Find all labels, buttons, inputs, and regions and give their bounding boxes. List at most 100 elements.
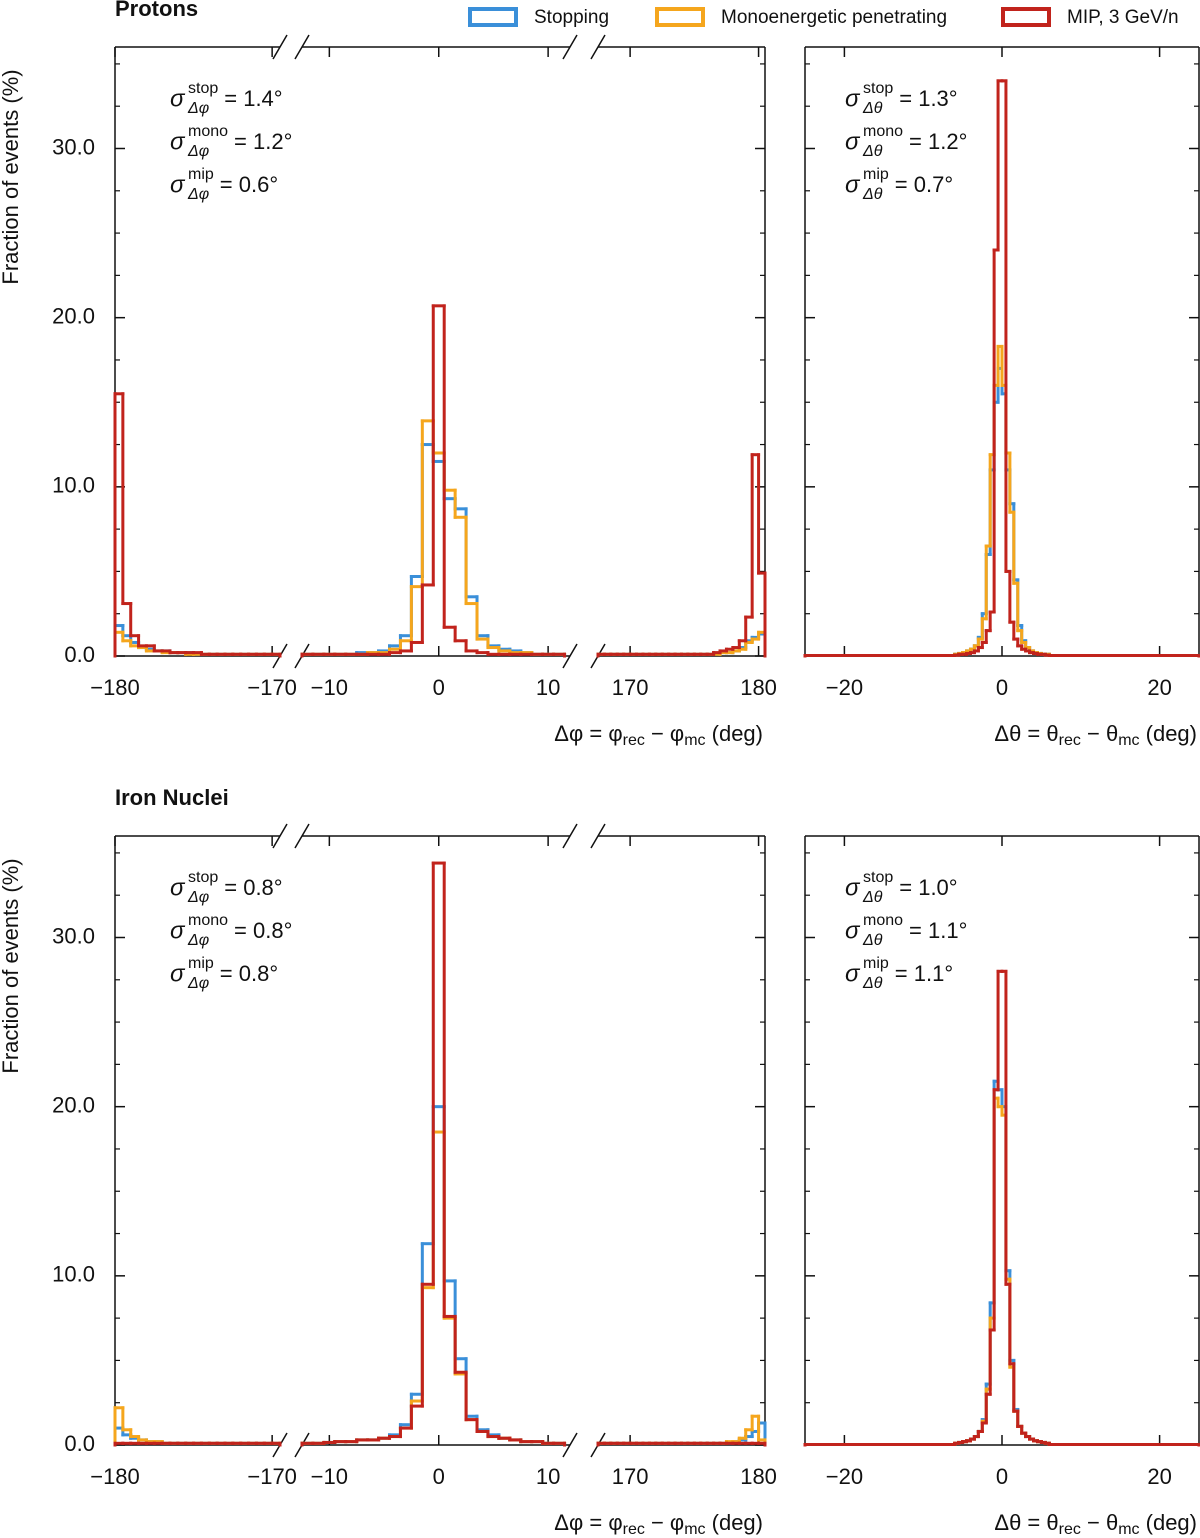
annotation-sub: Δφ xyxy=(187,932,209,949)
annotation-sup: mip xyxy=(188,166,214,183)
x-axis-label: Δθ = θrec − θmc (deg) xyxy=(994,1510,1197,1538)
x-tick-label: −180 xyxy=(90,675,140,700)
x-tick-label: −20 xyxy=(826,1464,863,1489)
annotation-sup: mip xyxy=(863,955,889,972)
annotation-value: = 1.1° xyxy=(909,918,967,943)
annotation-symbol: σ xyxy=(845,874,861,901)
y-tick-label: 0.0 xyxy=(64,1431,95,1456)
annotation-sup: stop xyxy=(863,80,893,97)
panel-title: Protons xyxy=(115,0,198,21)
annotation-value: = 1.0° xyxy=(899,875,957,900)
x-axis-label-part: (deg) xyxy=(1140,1510,1197,1535)
annotation-symbol: σ xyxy=(170,128,186,155)
legend-label: MIP, 3 GeV/n xyxy=(1067,7,1179,28)
x-tick-label: 0 xyxy=(996,675,1008,700)
axis-break xyxy=(562,1432,578,1458)
axis-break xyxy=(294,34,310,60)
annotation-symbol: σ xyxy=(170,85,186,112)
annotation-sub: Δφ xyxy=(187,143,209,160)
axis-break xyxy=(590,34,606,60)
annotation-sup: stop xyxy=(863,869,893,886)
x-tick-label: 10 xyxy=(536,1464,560,1489)
axis-break xyxy=(562,34,578,60)
annotation-value: = 1.2° xyxy=(234,129,292,154)
annotation-value: = 1.2° xyxy=(909,129,967,154)
x-tick-label: 20 xyxy=(1147,1464,1171,1489)
axis-break xyxy=(272,823,288,849)
annotation-sup: stop xyxy=(188,80,218,97)
x-axis-label-part: rec xyxy=(1059,732,1081,749)
y-tick-label: 30.0 xyxy=(52,134,95,159)
y-axis-label: Fraction of events (%) xyxy=(0,858,23,1073)
legend-swatch xyxy=(468,7,518,27)
annotation-sub: Δθ xyxy=(862,100,883,117)
x-axis-label: Δφ = φrec − φmc (deg) xyxy=(554,1510,763,1538)
x-tick-label: −10 xyxy=(311,675,348,700)
annotation-sub: Δφ xyxy=(187,100,209,117)
x-tick-label: 0 xyxy=(433,1464,445,1489)
annotation-sup: mono xyxy=(863,123,903,140)
annotation-sub: Δθ xyxy=(862,186,883,203)
x-axis-label-part: (deg) xyxy=(1140,721,1197,746)
x-axis-label-part: − θ xyxy=(1081,1510,1118,1535)
x-tick-label: −180 xyxy=(90,1464,140,1489)
annotation-sup: mono xyxy=(188,123,228,140)
x-tick-label: −170 xyxy=(247,1464,297,1489)
x-tick-label: 170 xyxy=(612,675,649,700)
legend-label: Monoenergetic penetrating xyxy=(721,7,947,28)
annotation-sup: mono xyxy=(863,912,903,929)
annotation-symbol: σ xyxy=(845,917,861,944)
axis-break xyxy=(272,34,288,60)
x-tick-label: 0 xyxy=(996,1464,1008,1489)
x-tick-label: 0 xyxy=(433,675,445,700)
y-tick-label: 10.0 xyxy=(52,473,95,498)
annotation-symbol: σ xyxy=(170,874,186,901)
x-axis-label-part: Δθ = θ xyxy=(994,721,1058,746)
x-axis-label-part: − φ xyxy=(645,1510,684,1535)
y-tick-label: 20.0 xyxy=(52,303,95,328)
annotation-sub: Δθ xyxy=(862,932,883,949)
annotation-symbol: σ xyxy=(170,171,186,198)
annotation-sup: stop xyxy=(188,869,218,886)
legend-label: Stopping xyxy=(534,7,609,28)
annotation-sub: Δθ xyxy=(862,975,883,992)
x-axis-label-part: − θ xyxy=(1081,721,1118,746)
annotation-sub: Δθ xyxy=(862,889,883,906)
x-tick-label: 180 xyxy=(740,675,777,700)
x-axis-label-part: rec xyxy=(623,1521,645,1538)
x-tick-label: 180 xyxy=(740,1464,777,1489)
annotation-sub: Δθ xyxy=(862,143,883,160)
x-tick-label: 10 xyxy=(536,675,560,700)
y-tick-label: 0.0 xyxy=(64,642,95,667)
annotation-symbol: σ xyxy=(170,917,186,944)
x-axis-label-part: rec xyxy=(623,732,645,749)
legend-swatch xyxy=(1001,7,1051,27)
x-tick-label: −20 xyxy=(826,675,863,700)
annotation-sup: mono xyxy=(188,912,228,929)
axis-break xyxy=(562,643,578,669)
axis-break xyxy=(294,823,310,849)
annotation-value: = 0.8° xyxy=(224,875,282,900)
annotation-value: = 1.3° xyxy=(899,86,957,111)
axis-break xyxy=(590,823,606,849)
annotation-value: = 1.4° xyxy=(224,86,282,111)
x-axis-label-part: mc xyxy=(684,1521,705,1538)
annotation-sub: Δφ xyxy=(187,186,209,203)
x-tick-label: −170 xyxy=(247,675,297,700)
y-tick-label: 10.0 xyxy=(52,1262,95,1287)
x-axis-label-part: (deg) xyxy=(706,1510,763,1535)
annotation-sub: Δφ xyxy=(187,975,209,992)
x-axis-label: Δφ = φrec − φmc (deg) xyxy=(554,721,763,749)
annotation-value: = 0.8° xyxy=(234,918,292,943)
x-axis-label-part: Δφ = φ xyxy=(554,1510,622,1535)
y-tick-label: 20.0 xyxy=(52,1092,95,1117)
annotation-symbol: σ xyxy=(845,85,861,112)
annotation-symbol: σ xyxy=(845,128,861,155)
y-tick-label: 30.0 xyxy=(52,923,95,948)
x-axis-label-part: (deg) xyxy=(706,721,763,746)
y-axis-label: Fraction of events (%) xyxy=(0,69,23,284)
panel-title: Iron Nuclei xyxy=(115,785,229,810)
annotation-value: = 0.7° xyxy=(895,172,953,197)
annotation-value: = 0.8° xyxy=(220,961,278,986)
